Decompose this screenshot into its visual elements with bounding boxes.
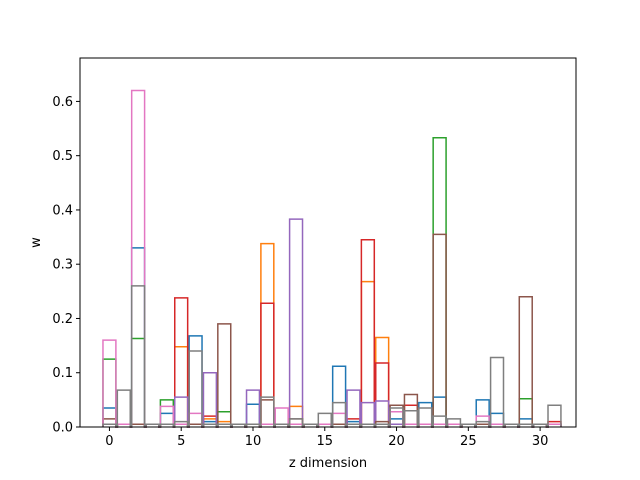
x-tick-label: 5 <box>177 434 185 449</box>
y-axis-ticks: 0.0 0.1 0.2 0.3 0.4 0.5 0.6 <box>52 95 80 436</box>
x-tick-label: 30 <box>532 434 549 449</box>
y-tick-label: 0.4 <box>52 203 73 218</box>
x-axis-ticks: 0 5 10 15 20 25 30 <box>105 427 548 449</box>
x-tick-label: 20 <box>388 434 405 449</box>
x-tick-label: 15 <box>316 434 333 449</box>
x-tick-label: 25 <box>460 434 477 449</box>
y-tick-label: 0.0 <box>52 421 73 436</box>
y-tick-label: 0.1 <box>52 366 73 381</box>
y-axis-label: w <box>29 237 44 248</box>
y-tick-label: 0.5 <box>52 149 73 164</box>
x-axis-label: z dimension <box>289 456 367 471</box>
y-tick-label: 0.2 <box>52 312 73 327</box>
plot-frame <box>79 57 577 428</box>
x-tick-label: 10 <box>245 434 262 449</box>
y-tick-label: 0.3 <box>52 258 73 273</box>
y-tick-label: 0.6 <box>52 95 73 110</box>
x-tick-label: 0 <box>105 434 113 449</box>
